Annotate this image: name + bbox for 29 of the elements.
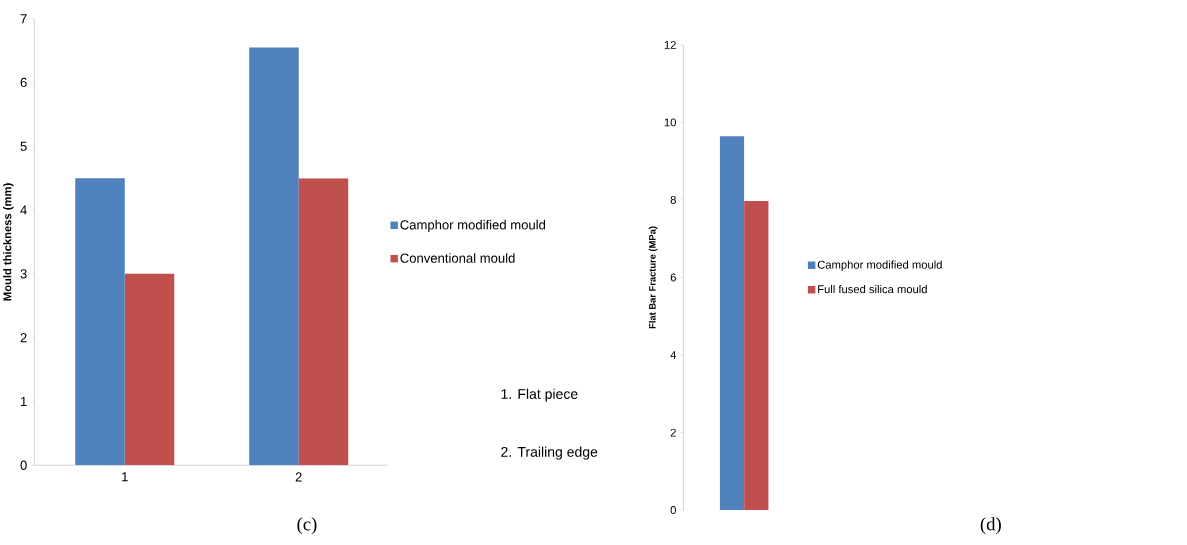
y-tick-label: 2: [20, 333, 27, 343]
y-tick-label: 2: [670, 428, 676, 437]
y-tick-label: 6: [20, 78, 27, 88]
y-axis-title: Mould thickness (mm): [3, 183, 14, 301]
y-tick-label: 5: [20, 141, 27, 152]
text: (d): [980, 517, 1001, 535]
legend-label: Camphor modified mould: [400, 220, 546, 233]
y-axis-title: Flat Bar Fracture (MPa): [648, 226, 658, 329]
y-tick-label: 1: [20, 397, 27, 407]
text: (c): [297, 517, 317, 535]
y-tick-label: 8: [670, 196, 676, 205]
y-tick-label: 3: [20, 269, 27, 279]
y-tick-label: 6: [670, 273, 676, 282]
legend-label: Conventional mould: [400, 253, 515, 263]
y-tick-label: 7: [20, 14, 27, 24]
y-tick-label: 0: [670, 506, 676, 515]
y-tick-label: 4: [20, 205, 27, 215]
y-tick-label: 10: [664, 118, 676, 127]
bar: [124, 274, 175, 466]
y-tick-label: 4: [670, 351, 677, 360]
bar: [249, 47, 299, 466]
legend-label: Camphor modified mould: [817, 260, 942, 272]
y-tick-label: 12: [664, 41, 676, 49]
legend-label: Full fused silica mould: [818, 285, 927, 294]
bar: [75, 178, 125, 466]
y-tick-label: 0: [20, 460, 27, 471]
text: 2. Trailing edge: [501, 446, 598, 460]
bar: [298, 178, 349, 466]
text: 1. Flat piece: [501, 388, 578, 402]
